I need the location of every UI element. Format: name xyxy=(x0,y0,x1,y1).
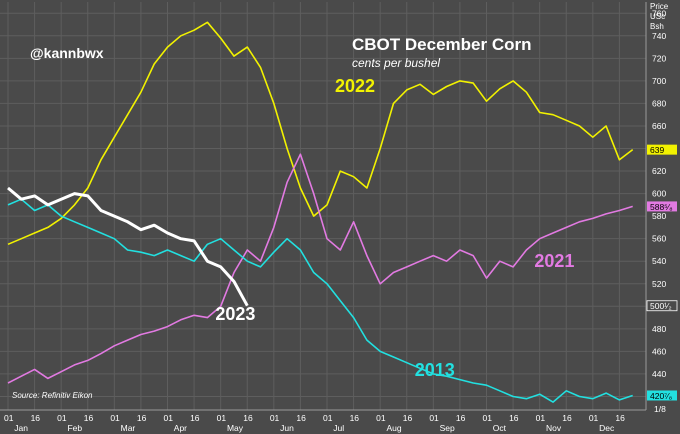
y-axis-fraction-label: 1/8 xyxy=(654,404,666,414)
x-month-label: Aug xyxy=(386,423,401,433)
y-tick-label: 720 xyxy=(652,53,666,63)
last-price-value-2022: 639 xyxy=(650,145,664,155)
source-note: Source: Refinitiv Eikon xyxy=(12,391,93,400)
last-price-value-2023: 500¹⁄₂ xyxy=(650,301,672,311)
x-month-label: Sep xyxy=(440,423,455,433)
y-tick-label: 480 xyxy=(652,324,666,334)
x-month-label: Dec xyxy=(599,423,615,433)
x-month-label: Jan xyxy=(14,423,28,433)
x-month-label: Oct xyxy=(493,423,507,433)
x-tick-label: 01 xyxy=(483,413,493,423)
y-tick-label: 460 xyxy=(652,346,666,356)
x-tick-label: 16 xyxy=(31,413,41,423)
x-tick-label: 16 xyxy=(403,413,413,423)
x-month-label: May xyxy=(227,423,244,433)
chart-subtitle: cents per bushel xyxy=(352,56,440,70)
x-tick-label: 01 xyxy=(217,413,227,423)
x-month-label: Feb xyxy=(67,423,82,433)
x-month-label: Apr xyxy=(174,423,187,433)
x-tick-label: 16 xyxy=(84,413,94,423)
x-tick-label: 16 xyxy=(296,413,306,423)
x-tick-label: 01 xyxy=(4,413,14,423)
y-tick-label: 740 xyxy=(652,31,666,41)
series-label-2021: 2021 xyxy=(534,251,574,271)
y-tick-label: 760 xyxy=(652,8,666,18)
y-tick-label: 700 xyxy=(652,76,666,86)
price-header-line-3: Bsh xyxy=(650,22,664,31)
series-line-2023 xyxy=(7,186,249,307)
x-tick-label: 01 xyxy=(589,413,599,423)
y-tick-label: 440 xyxy=(652,369,666,379)
last-price-tag-2021 xyxy=(647,201,677,212)
x-tick-label: 01 xyxy=(376,413,386,423)
chart-title: CBOT December Corn xyxy=(352,35,531,54)
y-tick-label: 680 xyxy=(652,98,666,108)
series-label-2013: 2013 xyxy=(415,360,455,380)
series-label-2022: 2022 xyxy=(335,76,375,96)
author-handle: @kannbwx xyxy=(30,45,104,61)
series-lines xyxy=(7,21,634,403)
series-line-2021 xyxy=(7,153,633,384)
x-tick-label: 01 xyxy=(110,413,120,423)
price-header-line-2: USc xyxy=(650,12,665,21)
last-price-tag-2013 xyxy=(647,390,677,401)
series-line-2022 xyxy=(7,21,634,246)
y-tick-label: 600 xyxy=(652,189,666,199)
x-tick-label: 16 xyxy=(350,413,360,423)
x-tick-label: 01 xyxy=(429,413,439,423)
series-labels: 2022 2021 2013 2023 xyxy=(215,76,574,380)
y-tick-label: 660 xyxy=(652,121,666,131)
series-label-2023: 2023 xyxy=(215,304,255,324)
x-tick-label: 16 xyxy=(190,413,200,423)
y-tick-label: 540 xyxy=(652,256,666,266)
x-tick-label: 01 xyxy=(270,413,280,423)
axes: 440 460 480 520 540 560 580 600 620 660 680 700 720 7… xyxy=(0,2,666,433)
price-header-line-1: Price xyxy=(650,2,669,11)
y-tick-label: 560 xyxy=(652,234,666,244)
x-tick-label: 16 xyxy=(562,413,572,423)
x-month-label: Nov xyxy=(546,423,562,433)
last-price-tag-2023 xyxy=(646,300,678,312)
x-tick-label: 01 xyxy=(536,413,546,423)
x-month-label: Jul xyxy=(333,423,344,433)
x-month-label: Mar xyxy=(121,423,136,433)
last-price-value-2013: 420⁷⁄₈ xyxy=(650,391,673,401)
last-price-tags: 639 588⁵⁄₈ 420⁷⁄₈ 500¹⁄₂ xyxy=(646,144,678,401)
y-tick-label: 580 xyxy=(652,211,666,221)
last-price-value-2021: 588⁵⁄₈ xyxy=(650,202,673,212)
x-tick-label: 01 xyxy=(323,413,333,423)
y-tick-label: 520 xyxy=(652,279,666,289)
x-tick-label: 16 xyxy=(137,413,147,423)
x-tick-label: 16 xyxy=(615,413,625,423)
series-line-2013 xyxy=(7,198,633,403)
last-price-tag-2022 xyxy=(647,144,677,155)
x-tick-label: 01 xyxy=(57,413,67,423)
x-tick-label: 16 xyxy=(243,413,253,423)
x-month-label: Jun xyxy=(280,423,294,433)
x-tick-label: 16 xyxy=(456,413,466,423)
y-tick-label: 620 xyxy=(652,166,666,176)
x-tick-label: 01 xyxy=(164,413,174,423)
x-tick-label: 16 xyxy=(509,413,519,423)
